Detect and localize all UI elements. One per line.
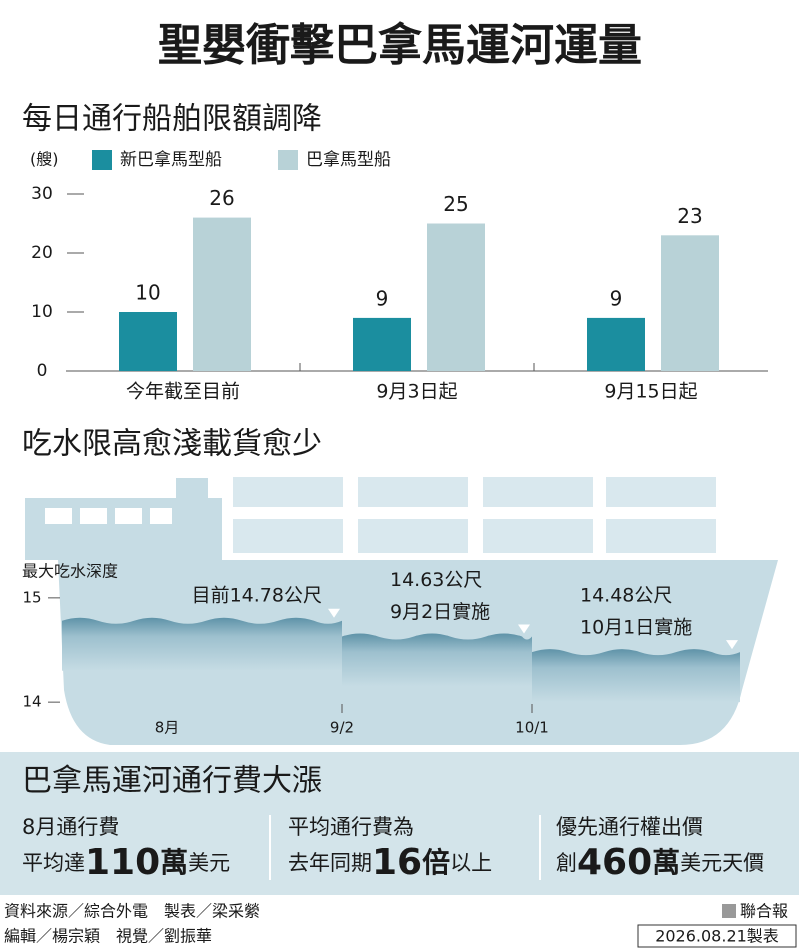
fee-heading: 8月通行費 (22, 815, 119, 839)
draft-chart-title: 吃水限高愈淺載貨愈少 (22, 427, 322, 462)
y-unit: (艘) (30, 150, 59, 169)
fee-line: 去年同期16倍以上 (288, 842, 492, 883)
container (356, 517, 470, 555)
fee-suffix: 美元 (188, 851, 230, 875)
y-tick-label: 20 (31, 243, 53, 263)
level-marker (518, 624, 530, 634)
fee-unit: 萬 (652, 846, 680, 879)
window (45, 508, 72, 524)
fee-figure: 110 (85, 842, 160, 883)
annotation: 9月2日實施 (390, 601, 490, 623)
date: 2026.08.21製表 (655, 927, 779, 946)
fee-suffix: 美元天價 (680, 851, 764, 875)
level-marker (328, 608, 340, 618)
fees-panel (0, 752, 799, 895)
water-level (532, 649, 740, 703)
value-label: 14.48公尺 (580, 585, 672, 607)
fee-line: 創460萬美元天價 (556, 842, 764, 883)
fee-unit: 萬 (160, 846, 188, 879)
date-box (637, 924, 797, 948)
x-tick-label: 9月15日起 (604, 381, 697, 403)
y-tick-label: 10 (31, 302, 53, 322)
fee-prefix: 去年同期 (288, 851, 372, 875)
annotation: 10月1日實施 (580, 617, 692, 639)
window (115, 508, 142, 524)
x-tick-label: 10/1 (515, 719, 549, 737)
water-level (62, 617, 342, 671)
data-label: 23 (677, 204, 702, 228)
fee-suffix: 以上 (450, 851, 492, 875)
bar (353, 317, 411, 371)
legend-swatch (278, 150, 298, 170)
legend-label: 巴拿馬型船 (306, 149, 391, 170)
bar (587, 317, 645, 371)
container (231, 475, 345, 509)
x-tick-label: 8月 (155, 719, 180, 737)
fee-heading: 優先通行權出價 (556, 815, 703, 839)
fee-heading: 平均通行費為 (288, 815, 414, 839)
container (231, 517, 345, 555)
data-label: 10 (135, 281, 160, 305)
bar (193, 217, 251, 371)
value-label: 目前14.78公尺 (192, 584, 322, 606)
level-marker (726, 640, 738, 650)
data-label: 9 (610, 286, 623, 310)
water-level (342, 633, 532, 687)
data-label: 26 (209, 186, 234, 210)
credits: 編輯／楊宗穎 視覺／劉振華 (4, 927, 212, 946)
container (356, 475, 470, 509)
bar (661, 235, 719, 371)
logo-square (722, 904, 736, 918)
fee-prefix: 創 (556, 851, 577, 875)
legend-swatch (92, 150, 112, 170)
container (481, 475, 595, 509)
y-label: 最大吃水深度 (22, 562, 118, 581)
data-label: 9 (376, 286, 389, 310)
main-title: 聖嬰衝擊巴拿馬運河運量 (158, 20, 642, 71)
window (150, 508, 172, 524)
fee-figure: 460 (577, 842, 652, 883)
y-tick-label: 14 (22, 693, 41, 711)
fees-title: 巴拿馬運河通行費大漲 (22, 764, 322, 799)
y-tick-label: 0 (37, 361, 48, 381)
x-tick-label: 9月3日起 (376, 381, 457, 403)
container (604, 475, 718, 509)
bar (427, 223, 485, 371)
publisher: 聯合報 (740, 902, 788, 921)
container (481, 517, 595, 555)
y-tick-label: 15 (22, 588, 41, 606)
x-tick-label: 今年截至目前 (126, 381, 240, 403)
fee-unit: 倍 (422, 846, 450, 879)
data-label: 25 (443, 192, 468, 216)
bar (119, 312, 177, 371)
legend-label: 新巴拿馬型船 (120, 149, 222, 170)
y-tick-label: 30 (31, 184, 53, 204)
fee-line: 平均達110萬美元 (22, 842, 230, 883)
fee-prefix: 平均達 (22, 851, 85, 875)
container (604, 517, 718, 555)
bar-chart-title: 每日通行船舶限額調降 (22, 102, 322, 137)
value-label: 14.63公尺 (390, 569, 482, 591)
fee-figure: 16 (372, 842, 422, 883)
window (80, 508, 107, 524)
credits: 資料來源／綜合外電 製表／梁采縈 (4, 902, 260, 921)
x-tick-label: 9/2 (330, 719, 354, 737)
